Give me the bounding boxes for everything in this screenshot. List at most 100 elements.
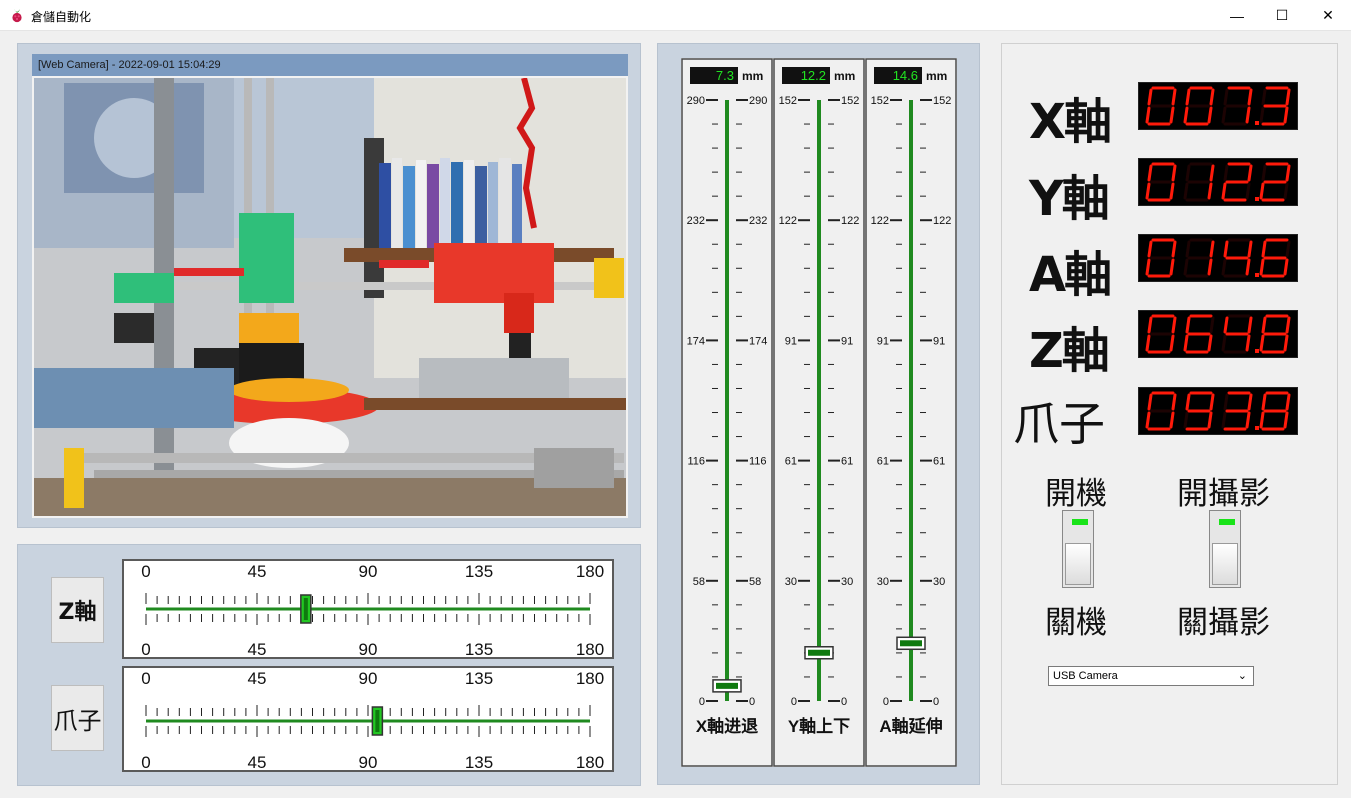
- axis-slider-1-left-label: 0: [791, 696, 797, 708]
- display-2-segment: [1245, 258, 1251, 276]
- display-3-segment: [1283, 334, 1289, 352]
- axis-slider-0-right-label: 58: [749, 576, 761, 588]
- display-3-segment: [1147, 316, 1153, 334]
- display-1-segment: [1171, 164, 1177, 182]
- axis-slider-1-right-label: 30: [841, 576, 853, 588]
- display-3-segment: [1245, 334, 1251, 352]
- axis-slider-2-caption: A軸延伸: [879, 716, 942, 736]
- chevron-down-icon: ⌄: [1237, 670, 1247, 682]
- display-1-segment: [1207, 182, 1213, 200]
- axis-slider-1-right-label: 0: [841, 696, 847, 708]
- display-0-segment: [1145, 106, 1151, 124]
- axis-slider-2-right-label: 91: [933, 335, 945, 347]
- axis-slider-1-left-label: 91: [785, 335, 797, 347]
- axis-slider-0-left-label: 232: [687, 215, 705, 227]
- axis-slider-0-right-label: 232: [749, 215, 767, 227]
- display-1-segment: [1169, 182, 1175, 200]
- power-indicator-lamp: [1072, 519, 1088, 525]
- display-1-segment: [1147, 164, 1153, 182]
- maximize-button[interactable]: ☐: [1275, 7, 1289, 23]
- claw-display: [1138, 387, 1298, 435]
- power-toggle[interactable]: [1062, 510, 1094, 588]
- a-axis-label: A軸: [1029, 247, 1112, 303]
- axis-slider-1-left-label: 122: [779, 215, 797, 227]
- axis-sliders: 7.3 mm 290 290 232 232 174 174 116 116 58 58 0 0 X軸进退 1…: [681, 58, 957, 767]
- display-2-segment: [1207, 258, 1213, 276]
- axis-slider-2-readout: 14.6: [893, 68, 918, 83]
- display-0-segment: [1261, 88, 1267, 106]
- slider-1-top-label: 90: [359, 669, 378, 688]
- axis-slider-0-readout-box: [690, 67, 738, 84]
- display-4-segment: [1245, 411, 1251, 429]
- display-2-segment: [1185, 240, 1191, 258]
- display-0-segment: [1259, 106, 1265, 124]
- display-0-segment: [1147, 88, 1153, 106]
- minimize-button[interactable]: —: [1230, 7, 1244, 24]
- axis-slider-2-left-label: 91: [877, 335, 889, 347]
- display-1-decimal-point: [1255, 197, 1259, 201]
- display-2-segment: [1169, 258, 1175, 276]
- axis-slider-0-right-label: 174: [749, 335, 767, 347]
- slider-1-bottom-label: 180: [576, 753, 604, 770]
- camera-toggle-face: [1212, 543, 1238, 585]
- display-2-segment: [1247, 240, 1253, 258]
- slider-1-top-label: 135: [465, 669, 493, 688]
- axis-slider-2-right-label: 61: [933, 456, 945, 468]
- claw-button-label: 爪子: [53, 706, 102, 735]
- axis-slider-2-right-label: 122: [933, 215, 951, 227]
- display-2-segment: [1147, 240, 1153, 258]
- axis-slider-0-left-label: 0: [699, 696, 705, 708]
- axis-slider-0-left-label: 58: [693, 576, 705, 588]
- slider-1-bottom-label: 0: [141, 753, 150, 770]
- claw-slider[interactable]: 0 0 45 45 90 90 135 135 180 180: [122, 666, 614, 772]
- axis-slider-area: 7.3 mm 290 290 232 232 174 174 116 116 58 58 0 0 X軸进退 1…: [681, 58, 957, 767]
- a-axis-display-digits: [1145, 238, 1291, 278]
- axis-slider-1-right-label: 152: [841, 95, 859, 107]
- axis-slider-1-right-label: 91: [841, 335, 853, 347]
- z-axis-display-digits: [1145, 314, 1291, 354]
- display-2-segment: [1259, 258, 1265, 276]
- display-4-segment: [1145, 411, 1151, 429]
- axis-slider-2-unit: mm: [926, 69, 947, 83]
- camera-indicator-lamp: [1219, 519, 1235, 525]
- slider-1-bottom-label: 90: [359, 753, 378, 770]
- display-1-segment: [1259, 182, 1265, 200]
- axis-slider-0-left-label: 290: [687, 95, 705, 107]
- slider-0-top-label: 135: [465, 562, 493, 581]
- z-axis-button[interactable]: Z軸: [51, 577, 104, 643]
- axis-slider-2-left-label: 30: [877, 576, 889, 588]
- close-button[interactable]: ✕: [1322, 7, 1334, 23]
- axis-slider-1-right-label: 61: [841, 456, 853, 468]
- display-4-segment: [1223, 393, 1229, 411]
- display-4-segment: [1147, 393, 1153, 411]
- z-axis-slider[interactable]: 0 0 45 45 90 90 135 135 180 180: [122, 559, 614, 659]
- display-2-segment: [1171, 240, 1177, 258]
- display-1-segment: [1223, 164, 1229, 182]
- claw-button[interactable]: 爪子: [51, 685, 104, 751]
- axis-slider-1-left-label: 61: [785, 456, 797, 468]
- display-4-segment: [1209, 393, 1215, 411]
- slider-0-top-label: 0: [141, 562, 150, 581]
- display-2-segment: [1145, 258, 1151, 276]
- axis-slider-1-caption: Y軸上下: [788, 716, 850, 736]
- claw-display-digits: [1145, 391, 1291, 431]
- slider-1-bottom-label: 45: [248, 753, 267, 770]
- slider-0-thumb-grip: [303, 598, 308, 620]
- camera-toggle[interactable]: [1209, 510, 1241, 588]
- y-axis-display: [1138, 158, 1298, 206]
- camera-source-select[interactable]: USB Camera ⌄: [1048, 666, 1254, 686]
- display-4-segment: [1259, 411, 1265, 429]
- camera-off-label: 關攝影: [1177, 605, 1270, 641]
- axis-slider-2-right-label: 152: [933, 95, 951, 107]
- z-axis-display: [1138, 310, 1298, 358]
- display-1-segment: [1247, 164, 1253, 182]
- axis-slider-0-right-label: 116: [749, 456, 767, 468]
- camera-panel: [Web Camera] - 2022-09-01 15:04:29: [17, 43, 641, 528]
- display-0-segment: [1247, 88, 1253, 106]
- camera-view: [32, 76, 628, 518]
- axis-slider-1-left-label: 152: [779, 95, 797, 107]
- display-4-decimal-point: [1255, 426, 1259, 430]
- display-4-segment: [1169, 411, 1175, 429]
- axis-slider-0-right-label: 0: [749, 696, 755, 708]
